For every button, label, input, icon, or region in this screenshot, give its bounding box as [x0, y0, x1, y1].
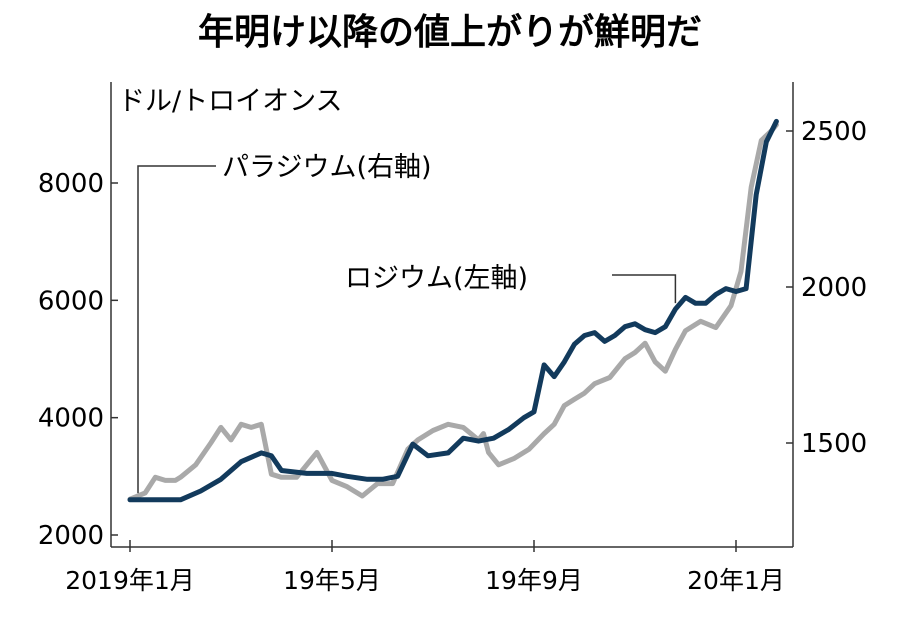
palladium-leader-line [137, 165, 216, 494]
right-y-axis: 1500 2000 2500 [786, 82, 867, 547]
rhodium-leader-line [612, 274, 677, 304]
unit-label: ドル/トロイオンス [118, 86, 343, 117]
right-tick-label: 2000 [801, 273, 867, 303]
left-tick-label: 2000 [38, 521, 104, 551]
chart-title: 年明け以降の値上がりが鮮明だ [198, 12, 702, 53]
left-y-axis: 2000 4000 6000 8000 [38, 82, 118, 551]
x-tick-label: 20年1月 [687, 566, 785, 595]
rhodium-label: ロジウム(左軸) [345, 263, 528, 294]
right-tick-label: 1500 [801, 429, 867, 459]
x-axis: 2019年1月 19年5月 19年9月 20年1月 [65, 540, 793, 595]
left-tick-label: 8000 [38, 169, 104, 199]
palladium-callout: パラジウム(右軸) [137, 152, 432, 494]
palladium-label: パラジウム(右軸) [222, 152, 432, 183]
rhodium-series-line [127, 118, 779, 503]
x-tick-label: 19年9月 [485, 566, 583, 595]
x-tick-label: 2019年1月 [65, 566, 195, 595]
rhodium-callout: ロジウム(左軸) [345, 263, 677, 304]
right-tick-label: 2500 [801, 117, 867, 147]
left-tick-label: 4000 [38, 404, 104, 434]
left-tick-label: 6000 [38, 286, 104, 316]
series-layer [127, 118, 779, 503]
x-tick-label: 19年5月 [283, 566, 381, 595]
